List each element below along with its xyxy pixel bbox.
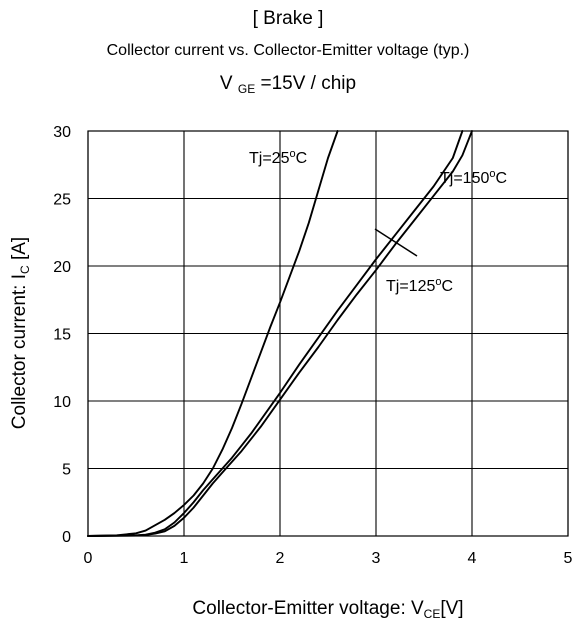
- series-line-1: [87, 130, 464, 537]
- y-tick-label-4: 20: [53, 259, 71, 276]
- y-tick-label-2: 10: [53, 394, 71, 411]
- x-tick-label-1: 1: [180, 550, 189, 567]
- x-tick-label-2: 2: [276, 550, 285, 567]
- x-tick-label-3: 3: [372, 550, 381, 567]
- x-axis-label: Collector-Emitter voltage: VCE[V]: [192, 598, 463, 621]
- y-axis-label: Collector current: IC [A]: [9, 237, 32, 429]
- series-line-2: [87, 130, 473, 537]
- condition-label: V GE =15V / chip: [220, 73, 356, 96]
- condition-subscript: GE: [238, 82, 255, 96]
- y-tick-label-0: 0: [62, 529, 71, 546]
- x-tick-label-5: 5: [564, 550, 573, 567]
- y-tick-label-3: 15: [53, 327, 71, 344]
- tj-125-leader-line: [374, 228, 418, 257]
- y-tick-label-1: 5: [62, 462, 71, 479]
- tj-150-label: Tj=150oC: [440, 168, 507, 187]
- x-tick-label-4: 4: [468, 550, 477, 567]
- y-tick-label-6: 30: [53, 124, 71, 141]
- tj-25-label: Tj=25oC: [249, 148, 307, 167]
- series-layer: [87, 130, 473, 537]
- tick-layer: 0 1 2 3 4 5 0 5 10 15 20 25 30: [53, 124, 572, 567]
- chart-subtitle: Collector current vs. Collector-Emitter …: [107, 42, 470, 59]
- x-tick-label-0: 0: [84, 550, 93, 567]
- tj-125-label: Tj=125oC: [386, 276, 453, 295]
- condition-prefix: V: [220, 73, 233, 94]
- chart-title: [ Brake ]: [253, 8, 324, 29]
- y-tick-label-5: 25: [53, 192, 71, 209]
- plot-frame: [87, 130, 569, 537]
- condition-suffix: =15V / chip: [261, 73, 357, 94]
- series-line-0: [87, 130, 339, 537]
